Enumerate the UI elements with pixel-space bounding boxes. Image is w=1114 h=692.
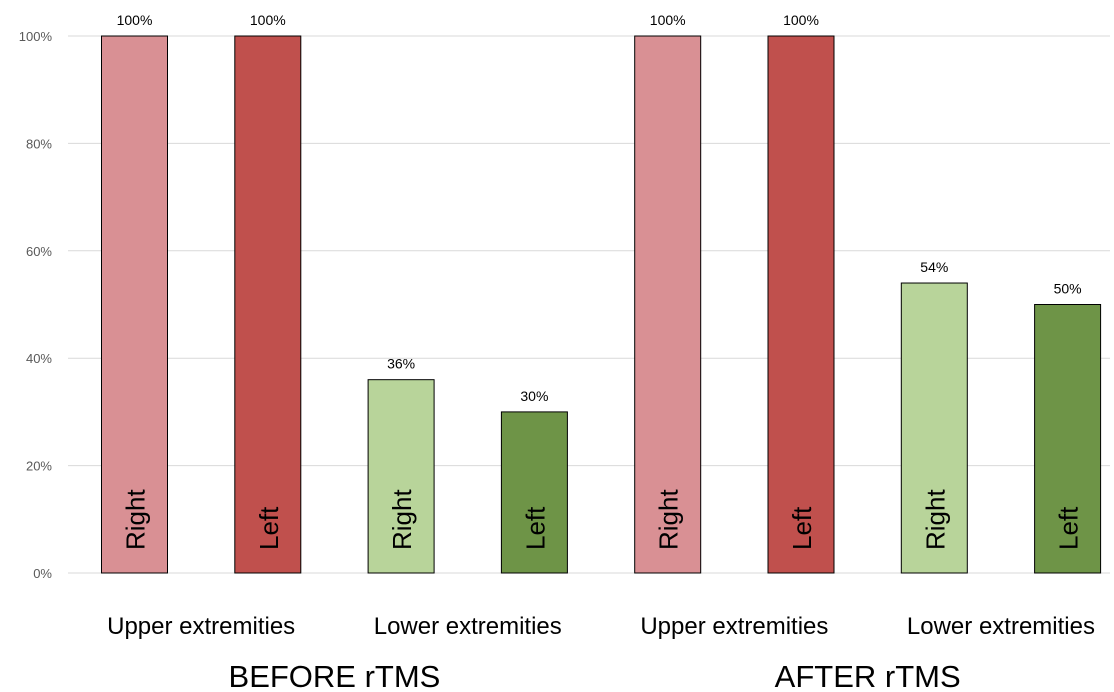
bar-side-label: Left (1054, 506, 1084, 550)
group-labels: BEFORE rTMS AFTER rTMS (229, 659, 961, 692)
data-label: 36% (387, 356, 415, 372)
category-label: Lower extremities (374, 613, 562, 640)
bar (101, 35, 168, 574)
bar-side-label: Left (787, 506, 817, 550)
bar (234, 35, 302, 574)
group-label: BEFORE rTMS (229, 659, 441, 692)
bar (634, 35, 702, 574)
bar (500, 411, 568, 574)
category-labels: Upper extremities Lower extremities Upper … (107, 613, 1095, 640)
data-label: 100% (650, 12, 686, 28)
y-tick-label: 60% (26, 244, 52, 259)
data-label: 30% (520, 388, 548, 404)
bar-side-label: Left (254, 506, 284, 550)
data-label: 54% (920, 259, 948, 275)
category-label: Upper extremities (640, 613, 828, 640)
data-label: 100% (117, 12, 153, 28)
y-axis-tick-labels: 0% 20% 40% 60% 80% 100% (19, 29, 53, 581)
category-label: Lower extremities (907, 613, 1095, 640)
bar-side-label: Right (387, 489, 417, 550)
group-label: AFTER rTMS (775, 659, 961, 692)
y-tick-label: 80% (26, 136, 52, 151)
bar-side-label: Right (121, 489, 151, 550)
data-labels: 100% Right 100% Left 36% Right 30% Left 100% Righ… (117, 12, 1084, 550)
bar (767, 35, 835, 574)
bar (1034, 304, 1102, 574)
bars (101, 35, 1102, 574)
data-label: 100% (783, 12, 819, 28)
bar (367, 379, 435, 574)
data-label: 100% (250, 12, 286, 28)
bar (900, 282, 968, 574)
data-label: 50% (1054, 281, 1082, 297)
bar-side-label: Left (520, 506, 550, 550)
y-tick-label: 100% (19, 29, 53, 44)
y-tick-label: 0% (33, 566, 52, 581)
bar-side-label: Right (920, 489, 950, 550)
y-tick-label: 40% (26, 351, 52, 366)
category-label: Upper extremities (107, 613, 295, 640)
bar-side-label: Right (654, 489, 684, 550)
y-tick-label: 20% (26, 459, 52, 474)
